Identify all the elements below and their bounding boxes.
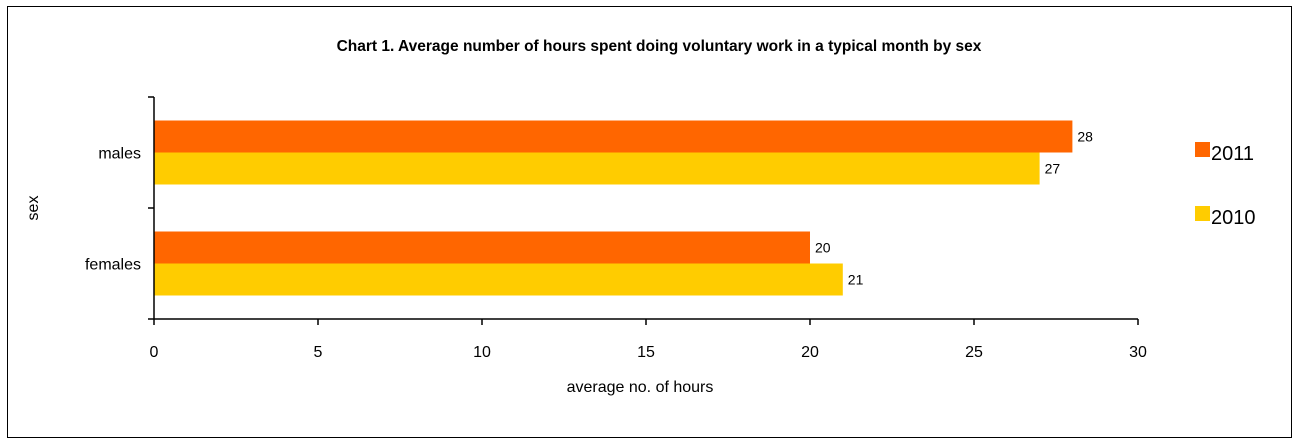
bar-females-2011 (154, 231, 810, 264)
legend-label-2010: 2010 (1211, 207, 1256, 229)
legend-swatch-2010 (1195, 206, 1210, 221)
category-label-females: females (85, 257, 141, 274)
plot-area: 28 27 males 20 21 females 0 5 10 15 20 25 30 (85, 96, 1147, 361)
chart-frame (7, 6, 1292, 438)
legend-swatch-2011 (1195, 142, 1210, 157)
x-tick-label-0: 0 (150, 344, 159, 361)
x-tick-label-5: 5 (314, 344, 323, 361)
data-label-females-2011: 20 (815, 240, 831, 256)
x-tick-label-30: 30 (1129, 344, 1147, 361)
x-axis-title: average no. of hours (567, 379, 714, 396)
data-label-females-2010: 21 (848, 272, 864, 288)
bar-females-2010 (154, 263, 843, 296)
x-tick-label-10: 10 (473, 344, 491, 361)
legend: 2011 2010 (1195, 142, 1256, 229)
data-label-males-2011: 28 (1077, 129, 1093, 145)
chart-title: Chart 1. Average number of hours spent d… (337, 38, 982, 55)
x-tick-label-25: 25 (965, 344, 983, 361)
bar-males-2010 (154, 152, 1040, 185)
legend-label-2011: 2011 (1211, 143, 1254, 165)
x-tick-label-20: 20 (801, 344, 819, 361)
bar-males-2011 (154, 120, 1073, 153)
x-tick-label-15: 15 (637, 344, 655, 361)
y-axis-title: sex (25, 196, 42, 221)
data-label-males-2010: 27 (1045, 161, 1061, 177)
category-label-males: males (98, 146, 141, 163)
